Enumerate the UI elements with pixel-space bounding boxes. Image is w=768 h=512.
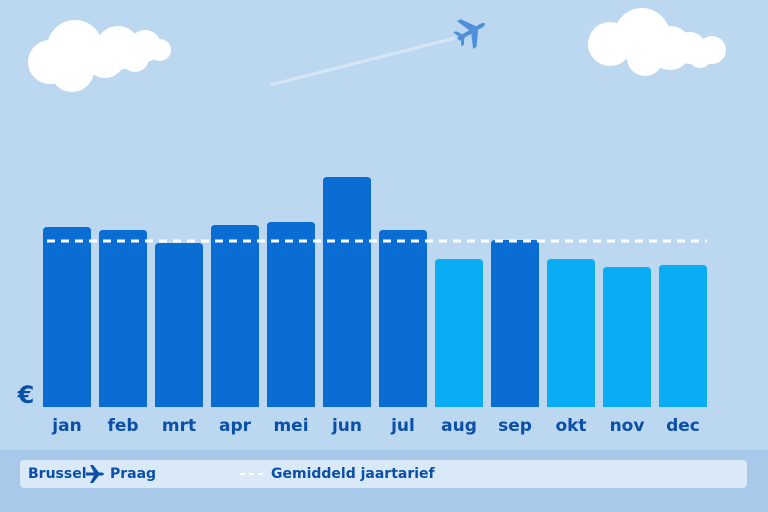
x-tick-label: jan xyxy=(51,416,81,436)
plane-icon xyxy=(453,19,486,49)
legend-plane-icon xyxy=(86,465,104,483)
bar xyxy=(323,177,371,407)
x-tick-label: mei xyxy=(273,416,308,436)
legend-origin: Brussel xyxy=(28,466,87,482)
bar xyxy=(435,259,483,407)
x-tick-label: dec xyxy=(666,416,700,436)
bar xyxy=(155,243,203,407)
x-tick-label: nov xyxy=(610,416,645,436)
bar xyxy=(659,265,707,407)
x-tick-label: feb xyxy=(107,416,138,436)
x-tick-label: mrt xyxy=(162,416,196,436)
bar xyxy=(43,227,91,407)
bar xyxy=(379,230,427,407)
x-tick-label: sep xyxy=(498,416,532,436)
bar xyxy=(267,222,315,407)
cloud xyxy=(588,8,726,76)
bar xyxy=(99,230,147,407)
x-tick-label: jul xyxy=(390,416,415,436)
legend-average: Gemiddeld jaartarief xyxy=(271,466,436,482)
x-tick-label: aug xyxy=(441,416,477,436)
legend-destination: Praag xyxy=(110,466,156,482)
bar xyxy=(211,225,259,407)
bar xyxy=(491,240,539,407)
bar xyxy=(547,259,595,407)
y-axis-label: € xyxy=(17,381,35,409)
x-tick-label: jun xyxy=(331,416,362,436)
legend xyxy=(20,460,747,488)
bar xyxy=(603,267,651,407)
x-tick-label: apr xyxy=(219,416,252,436)
contrail xyxy=(269,36,456,87)
x-tick-label: okt xyxy=(555,416,586,436)
cloud xyxy=(28,20,171,92)
